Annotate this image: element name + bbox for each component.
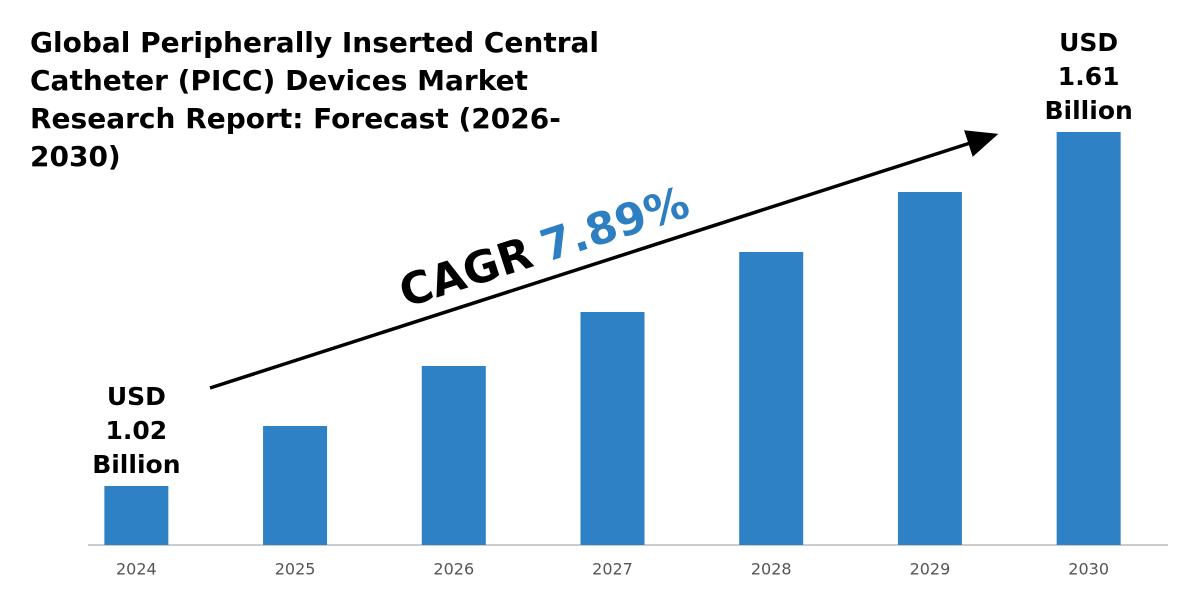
- value-label: USD 1.02 Billion: [92, 382, 180, 479]
- bar: [263, 426, 328, 545]
- x-tick-label: 2026: [433, 560, 474, 579]
- x-tick-label: 2030: [1068, 560, 1109, 579]
- bar: [104, 486, 169, 545]
- x-tick-label: 2029: [910, 560, 951, 579]
- trend-arrow: [209, 130, 999, 390]
- bar: [1056, 132, 1121, 545]
- x-tick-label: 2027: [592, 560, 633, 579]
- bar: [739, 252, 804, 545]
- x-tick-label: 2028: [751, 560, 792, 579]
- bar: [421, 366, 486, 545]
- bar: [580, 312, 645, 545]
- x-tick-label: 2025: [275, 560, 316, 579]
- x-tick-label: 2024: [116, 560, 157, 579]
- value-label: USD 1.61 Billion: [1044, 28, 1132, 125]
- chart-title: Global Peripherally Inserted Central Cat…: [30, 26, 600, 173]
- bar: [897, 192, 962, 545]
